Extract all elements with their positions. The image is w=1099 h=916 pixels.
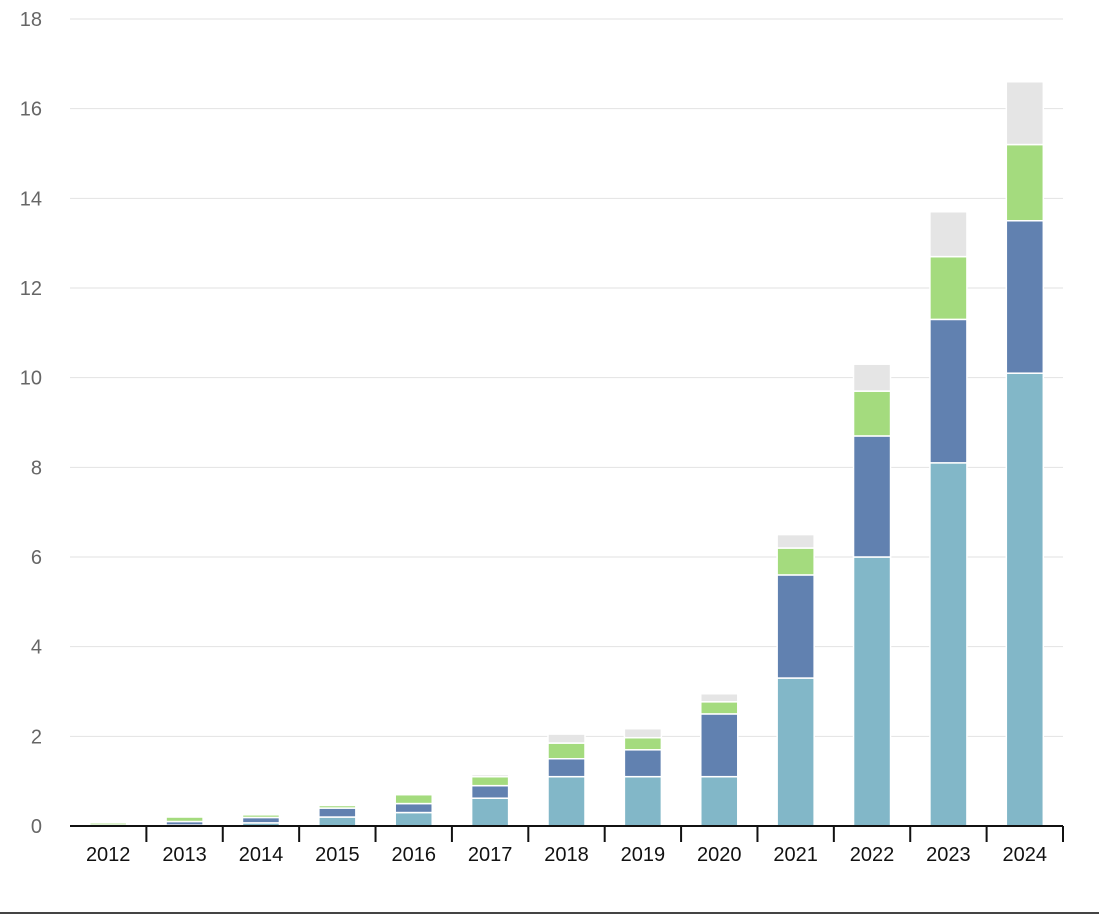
y-tick-label: 12 [20,278,42,300]
bar-segment-2 [623,749,663,778]
bar-segment-3 [165,816,204,823]
bar-segment-2 [241,816,281,824]
bar-stack-2020 [700,692,739,827]
y-tick-label: 2 [31,726,42,748]
bar-segment-4 [929,211,968,258]
bar-segment-2 [776,574,815,679]
bar-stack-2015 [318,803,357,827]
y-axis-tick-labels: 0 2 4 6 8 10 12 14 16 18 [20,9,42,838]
x-tick-label: 2015 [315,844,360,866]
bar-stack-2016 [394,793,433,827]
bar-segment-4 [623,727,663,739]
bar-segment-3 [470,775,510,787]
bar-segment-3 [394,793,433,805]
bar-segment-4 [1005,81,1045,146]
bar-segment-2 [929,318,968,464]
x-tick-label: 2022 [850,844,895,866]
y-tick-label: 8 [31,457,42,479]
bar-segment-3 [852,390,892,437]
x-axis [70,825,1064,842]
bar-segment-1 [852,556,892,827]
y-tick-label: 10 [20,368,42,390]
bar-stack-2017 [470,773,510,827]
bar-stack-2024 [1005,81,1045,827]
x-tick-label: 2024 [1003,844,1048,866]
bar-segment-4 [776,533,815,549]
bar-segment-2 [470,784,510,799]
x-tick-label: 2021 [773,844,818,866]
bar-segment-2 [1005,220,1045,374]
x-tick-label: 2023 [926,844,971,866]
bar-segment-4 [700,692,739,703]
bar-stack-2018 [547,733,586,827]
bars [88,81,1045,827]
bar-segment-1 [700,775,739,827]
x-tick-label: 2019 [621,844,666,866]
bar-stack-2023 [929,211,968,827]
bar-segment-4 [470,773,510,778]
bar-segment-4 [318,803,357,807]
bar-stack-2021 [776,533,815,827]
x-tick-label: 2012 [86,844,131,866]
bar-segment-1 [318,816,357,827]
x-tick-label: 2018 [544,844,589,866]
y-tick-label: 14 [20,188,42,210]
bar-segment-4 [852,363,892,392]
bar-segment-3 [88,822,128,826]
bar-segment-3 [929,255,968,321]
y-tick-label: 4 [31,637,42,659]
bar-segment-1 [623,775,663,827]
bottom-divider [0,912,1099,914]
bar-segment-1 [470,797,510,827]
bar-stack-2014 [241,813,281,827]
bar-stack-2013 [165,816,204,827]
bar-segment-3 [547,742,586,760]
y-tick-label: 6 [31,547,42,569]
bar-segment-1 [1005,372,1045,827]
bar-segment-2 [852,435,892,558]
bar-segment-3 [623,736,663,751]
bar-segment-2 [394,802,433,814]
y-tick-label: 16 [20,99,42,121]
x-tick-label: 2013 [162,844,207,866]
bar-segment-4 [547,733,586,744]
x-tick-label: 2020 [697,844,742,866]
y-tick-label: 18 [20,9,42,31]
bar-segment-1 [547,775,586,827]
bar-segment-4 [241,813,281,816]
x-axis-tick-labels: 2012 2013 2014 2015 2016 2017 2018 2019 2020 2021… [86,844,1047,866]
bar-segment-1 [394,811,433,827]
x-tick-label: 2017 [468,844,513,866]
x-tick-label: 2014 [239,844,284,866]
bar-stack-2022 [852,363,892,827]
bar-segment-1 [929,462,968,827]
bar-segment-3 [1005,143,1045,222]
grid-lines [70,18,1063,737]
bar-segment-1 [776,677,815,827]
bar-segment-3 [700,701,739,715]
bar-segment-2 [318,807,357,818]
bar-segment-3 [776,547,815,576]
bar-segment-2 [547,758,586,778]
bar-stack-2019 [623,727,663,827]
x-tick-label: 2016 [391,844,436,866]
y-tick-label: 0 [31,816,42,838]
bar-segment-2 [700,713,739,778]
